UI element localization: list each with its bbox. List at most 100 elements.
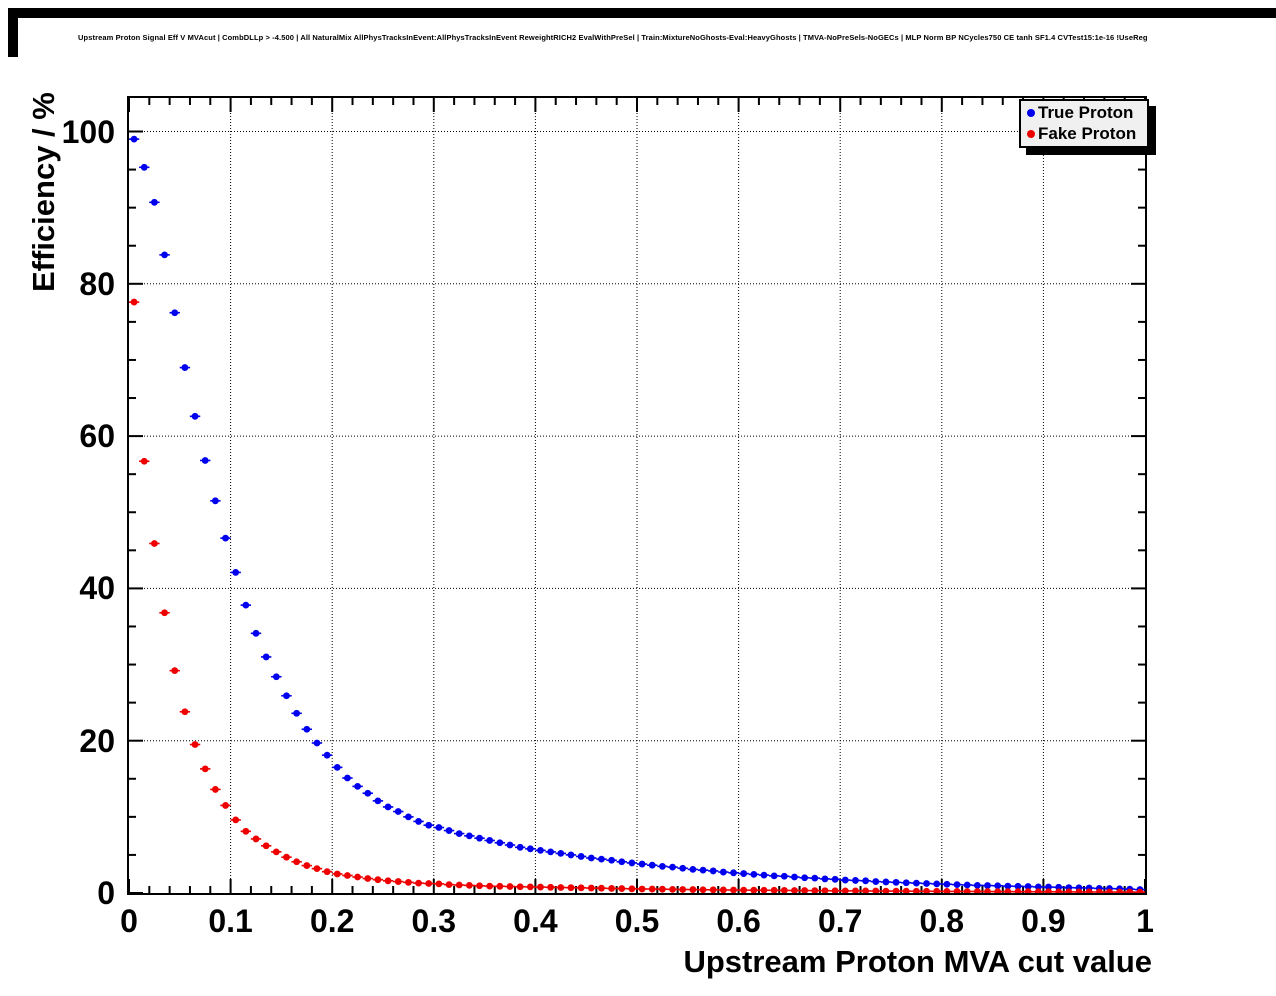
data-point-fake-proton bbox=[750, 886, 758, 893]
data-point-fake-proton bbox=[455, 881, 463, 889]
data-point-fake-proton bbox=[486, 882, 494, 890]
data-point-fake-proton bbox=[1055, 888, 1063, 893]
data-point-fake-proton bbox=[1034, 888, 1042, 893]
data-point-true-proton bbox=[973, 881, 981, 889]
data-point-true-proton bbox=[567, 851, 575, 859]
data-point-fake-proton bbox=[821, 887, 829, 893]
data-point-fake-proton bbox=[730, 886, 737, 893]
data-point-true-proton bbox=[638, 860, 646, 868]
data-point-fake-proton bbox=[760, 886, 768, 893]
data-point-fake-proton bbox=[344, 872, 351, 879]
data-point-fake-proton bbox=[628, 885, 636, 893]
data-point-fake-proton bbox=[516, 883, 524, 891]
data-point-fake-proton bbox=[364, 875, 372, 882]
data-point-true-proton bbox=[841, 876, 849, 884]
data-point-fake-proton bbox=[1045, 888, 1052, 893]
data-point-true-proton bbox=[191, 412, 199, 420]
x-axis-title: Upstream Proton MVA cut value bbox=[683, 944, 1152, 979]
data-point-true-proton bbox=[333, 763, 341, 771]
data-point-fake-proton bbox=[323, 868, 331, 876]
data-point-fake-proton bbox=[496, 882, 504, 890]
x-tick-label: 0.2 bbox=[309, 903, 355, 939]
data-point-fake-proton bbox=[923, 887, 930, 893]
data-point-fake-proton bbox=[435, 880, 443, 888]
legend-label: True Proton bbox=[1038, 102, 1134, 122]
data-point-true-proton bbox=[394, 808, 402, 815]
data-point-true-proton bbox=[699, 866, 707, 874]
data-point-true-proton bbox=[272, 673, 280, 681]
data-point-true-proton bbox=[455, 830, 463, 838]
data-point-fake-proton bbox=[333, 870, 341, 878]
x-tick-label: 1 bbox=[1136, 903, 1154, 939]
data-point-fake-proton bbox=[547, 883, 555, 891]
x-tick-label: 0.7 bbox=[817, 903, 863, 939]
data-point-fake-proton bbox=[222, 802, 229, 809]
data-point-fake-proton bbox=[567, 884, 575, 892]
data-point-fake-proton bbox=[283, 853, 290, 861]
x-tick-label: 0.8 bbox=[919, 903, 965, 939]
data-point-fake-proton bbox=[232, 816, 240, 824]
y-tick-label: 100 bbox=[61, 113, 115, 150]
data-point-fake-proton bbox=[618, 885, 626, 892]
x-tick-label: 0.6 bbox=[716, 903, 761, 939]
data-point-true-proton bbox=[384, 803, 392, 811]
data-point-fake-proton bbox=[740, 886, 748, 893]
data-point-fake-proton bbox=[648, 885, 656, 893]
data-point-fake-proton bbox=[598, 884, 605, 892]
data-point-true-proton bbox=[242, 601, 250, 609]
window-left-border bbox=[8, 8, 18, 57]
data-point-fake-proton bbox=[811, 887, 819, 893]
data-point-true-proton bbox=[405, 813, 412, 821]
data-point-true-proton bbox=[801, 874, 809, 882]
data-point-fake-proton bbox=[313, 865, 321, 873]
data-point-true-proton bbox=[618, 858, 626, 866]
data-point-true-proton bbox=[516, 843, 524, 851]
data-point-true-proton bbox=[364, 789, 372, 797]
data-point-true-proton bbox=[171, 309, 179, 317]
data-point-fake-proton bbox=[669, 885, 676, 893]
data-point-fake-proton bbox=[394, 878, 402, 885]
data-point-fake-proton bbox=[161, 609, 168, 617]
data-point-true-proton bbox=[262, 653, 270, 661]
data-point-fake-proton bbox=[526, 883, 534, 891]
data-point-fake-proton bbox=[933, 887, 941, 893]
data-point-fake-proton bbox=[1106, 888, 1113, 893]
data-point-true-proton bbox=[740, 870, 748, 877]
data-point-true-proton bbox=[201, 457, 209, 464]
data-point-fake-proton bbox=[882, 887, 890, 893]
legend-marker-icon bbox=[1027, 130, 1035, 139]
data-point-true-proton bbox=[465, 832, 473, 840]
data-point-fake-proton bbox=[770, 886, 778, 893]
data-point-true-proton bbox=[994, 882, 1002, 890]
data-point-true-proton bbox=[293, 709, 301, 717]
data-point-true-proton bbox=[648, 861, 656, 869]
data-point-true-proton bbox=[486, 837, 494, 844]
data-point-true-proton bbox=[303, 725, 311, 733]
legend-label: Fake Proton bbox=[1038, 124, 1137, 144]
data-point-true-proton bbox=[435, 824, 443, 831]
data-point-true-proton bbox=[913, 879, 920, 887]
data-point-true-proton bbox=[1004, 882, 1012, 890]
window-top-border bbox=[8, 8, 1276, 18]
data-point-true-proton bbox=[211, 497, 219, 505]
data-point-true-proton bbox=[313, 739, 321, 747]
data-point-true-proton bbox=[496, 839, 504, 847]
data-point-fake-proton bbox=[242, 827, 250, 835]
data-point-fake-proton bbox=[699, 886, 707, 893]
data-point-true-proton bbox=[1014, 882, 1022, 890]
data-point-true-proton bbox=[923, 880, 930, 887]
data-point-true-proton bbox=[415, 818, 422, 825]
data-point-fake-proton bbox=[354, 873, 361, 881]
data-point-true-proton bbox=[252, 629, 260, 637]
data-point-true-proton bbox=[770, 872, 778, 880]
data-point-true-proton bbox=[506, 841, 514, 849]
data-point-fake-proton bbox=[841, 887, 849, 893]
data-point-fake-proton bbox=[445, 881, 453, 889]
data-point-true-proton bbox=[445, 827, 453, 834]
data-point-fake-proton bbox=[1126, 888, 1134, 893]
efficiency-graph bbox=[129, 98, 1145, 893]
data-point-true-proton bbox=[730, 869, 737, 877]
data-point-true-proton bbox=[151, 198, 158, 206]
data-point-fake-proton bbox=[1075, 888, 1083, 893]
